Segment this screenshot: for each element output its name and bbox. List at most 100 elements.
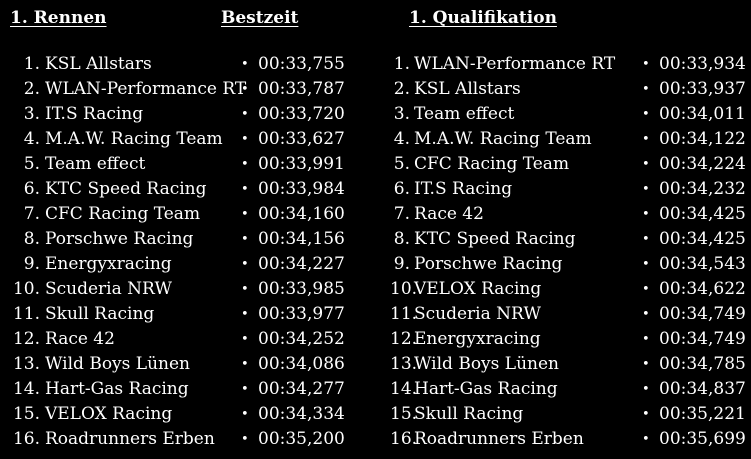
team-name: Porschwe Racing [414, 254, 563, 274]
bullet-separator: • [241, 357, 249, 372]
team-name: IT.S Racing [45, 104, 144, 124]
lap-time: 00:34,232 [659, 179, 746, 199]
result-row: 8. Porschwe Racing • 00:34,156 [0, 227, 380, 252]
position-number: 6. [393, 179, 410, 199]
bullet-separator: • [642, 282, 650, 297]
position-number: 8. [393, 229, 410, 249]
team-name: M.A.W. Racing Team [45, 129, 223, 149]
lap-time: 00:35,200 [258, 429, 345, 449]
position-number: 16. [12, 429, 40, 449]
position-number: 15. [12, 404, 40, 424]
bullet-separator: • [241, 157, 249, 172]
position-number: 13. [12, 354, 40, 374]
result-row: 3. Team effect • 00:34,011 [380, 102, 751, 127]
result-row: 3. IT.S Racing • 00:33,720 [0, 102, 380, 127]
result-row: 8. KTC Speed Racing • 00:34,425 [380, 227, 751, 252]
position-number: 9. [393, 254, 410, 274]
lap-time: 00:34,156 [258, 229, 345, 249]
team-name: KTC Speed Racing [45, 179, 207, 199]
team-name: Roadrunners Erben [414, 429, 584, 449]
team-name: Race 42 [414, 204, 484, 224]
position-number: 3. [393, 104, 410, 124]
position-number: 3. [23, 104, 40, 124]
result-row: 7. CFC Racing Team • 00:34,160 [0, 202, 380, 227]
position-number: 11. [12, 304, 40, 324]
lap-time: 00:34,749 [659, 329, 746, 349]
team-name: Scuderia NRW [45, 279, 172, 299]
result-row: 2. WLAN-Performance RT • 00:33,787 [0, 77, 380, 102]
bullet-separator: • [241, 82, 249, 97]
position-number: 7. [393, 204, 410, 224]
lap-time: 00:34,622 [659, 279, 746, 299]
qualifying-results-list: 1. WLAN-Performance RT • 00:33,934 2. KSL All… [380, 52, 751, 452]
bullet-separator: • [642, 132, 650, 147]
result-row: 10. VELOX Racing • 00:34,622 [380, 277, 751, 302]
team-name: Scuderia NRW [414, 304, 541, 324]
bullet-separator: • [241, 332, 249, 347]
team-name: Wild Boys Lünen [45, 354, 190, 374]
team-name: Wild Boys Lünen [414, 354, 559, 374]
lap-time: 00:34,543 [659, 254, 746, 274]
race-time-heading: Bestzeit [221, 8, 299, 28]
result-row: 2. KSL Allstars • 00:33,937 [380, 77, 751, 102]
result-row: 14. Hart-Gas Racing • 00:34,837 [380, 377, 751, 402]
bullet-separator: • [642, 107, 650, 122]
result-row: 5. Team effect • 00:33,991 [0, 152, 380, 177]
bullet-separator: • [642, 207, 650, 222]
bullet-separator: • [642, 232, 650, 247]
result-row: 9. Energyxracing • 00:34,227 [0, 252, 380, 277]
lap-time: 00:33,755 [258, 54, 345, 74]
bullet-separator: • [642, 257, 650, 272]
team-name: M.A.W. Racing Team [414, 129, 592, 149]
team-name: Roadrunners Erben [45, 429, 215, 449]
result-row: 7. Race 42 • 00:34,425 [380, 202, 751, 227]
position-number: 10. [390, 279, 418, 299]
result-row: 12. Energyxracing • 00:34,749 [380, 327, 751, 352]
race-results-list: 1. KSL Allstars • 00:33,755 2. WLAN-Performan… [0, 52, 380, 452]
result-row: 12. Race 42 • 00:34,252 [0, 327, 380, 352]
position-number: 2. [23, 79, 40, 99]
team-name: Porschwe Racing [45, 229, 194, 249]
lap-time: 00:35,221 [659, 404, 746, 424]
team-name: CFC Racing Team [414, 154, 570, 174]
bullet-separator: • [241, 57, 249, 72]
position-number: 5. [23, 154, 40, 174]
bullet-separator: • [642, 432, 650, 447]
team-name: Team effect [45, 154, 146, 174]
lap-time: 00:34,122 [659, 129, 746, 149]
team-name: Energyxracing [45, 254, 172, 274]
position-number: 14. [12, 379, 40, 399]
position-number: 16. [390, 429, 418, 449]
lap-time: 00:33,984 [258, 179, 345, 199]
result-row: 15. Skull Racing • 00:35,221 [380, 402, 751, 427]
position-number: 1. [393, 54, 410, 74]
lap-time: 00:34,425 [659, 204, 746, 224]
team-name: Team effect [414, 104, 515, 124]
position-number: 14. [390, 379, 418, 399]
lap-time: 00:34,252 [258, 329, 345, 349]
lap-time: 00:34,224 [659, 154, 746, 174]
lap-time: 00:33,991 [258, 154, 345, 174]
lap-time: 00:33,627 [258, 129, 345, 149]
lap-time: 00:33,720 [258, 104, 345, 124]
result-row: 16. Roadrunners Erben • 00:35,200 [0, 427, 380, 452]
position-number: 11. [390, 304, 418, 324]
lap-time: 00:34,086 [258, 354, 345, 374]
lap-time: 00:33,985 [258, 279, 345, 299]
bullet-separator: • [241, 432, 249, 447]
team-name: KTC Speed Racing [414, 229, 576, 249]
result-row: 13. Wild Boys Lünen • 00:34,785 [380, 352, 751, 377]
team-name: Hart-Gas Racing [45, 379, 189, 399]
bullet-separator: • [241, 182, 249, 197]
qualifying-heading: 1. Qualifikation [409, 8, 557, 28]
position-number: 9. [23, 254, 40, 274]
team-name: CFC Racing Team [45, 204, 201, 224]
result-row: 4. M.A.W. Racing Team • 00:33,627 [0, 127, 380, 152]
position-number: 8. [23, 229, 40, 249]
team-name: Hart-Gas Racing [414, 379, 558, 399]
lap-time: 00:34,227 [258, 254, 345, 274]
lap-time: 00:35,699 [659, 429, 746, 449]
position-number: 1. [23, 54, 40, 74]
position-number: 13. [390, 354, 418, 374]
result-row: 13. Wild Boys Lünen • 00:34,086 [0, 352, 380, 377]
